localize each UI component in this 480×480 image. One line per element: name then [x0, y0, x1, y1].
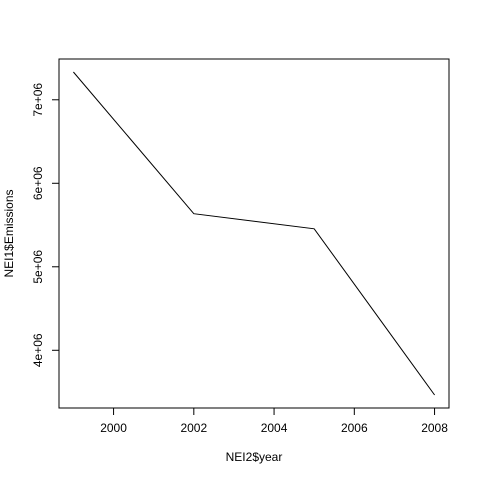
x-axis: 2000 2002 2004 2006 2008 — [100, 407, 448, 435]
y-tick-label: 6e+06 — [31, 166, 45, 200]
x-tick-label: 2006 — [341, 421, 368, 435]
x-tick-label: 2000 — [100, 421, 127, 435]
x-tick-label: 2004 — [261, 421, 288, 435]
y-axis-label: NEI1$Emissions — [2, 189, 16, 277]
x-tick-label: 2002 — [180, 421, 207, 435]
y-tick-label: 4e+06 — [31, 333, 45, 367]
data-layer — [73, 71, 436, 396]
series-line — [73, 71, 436, 396]
x-axis-label: NEI2$year — [226, 450, 283, 464]
y-axis: 4e+06 5e+06 6e+06 7e+06 — [31, 83, 60, 367]
x-tick-label: 2008 — [421, 421, 448, 435]
y-tick-label: 7e+06 — [31, 83, 45, 117]
y-tick-label: 5e+06 — [31, 250, 45, 284]
